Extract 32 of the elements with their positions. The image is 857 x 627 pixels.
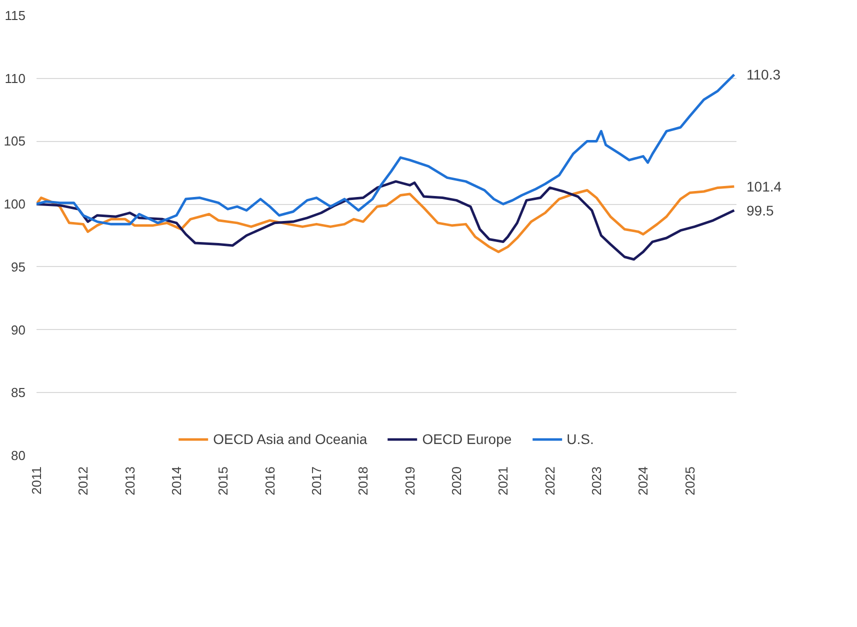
- x-tick-label: 2025: [682, 466, 698, 496]
- x-tick-label: 2022: [542, 466, 558, 496]
- x-tick-label: 2019: [402, 466, 418, 496]
- line-series: [36, 73, 736, 226]
- text: 110.3: [746, 66, 781, 83]
- line-series: [36, 180, 736, 261]
- x-tick-label: 2023: [589, 466, 604, 496]
- y-tick-label: 105: [4, 134, 26, 149]
- x-tick-label: 2011: [29, 466, 44, 494]
- legend-label: OECD Asia and Oceania: [213, 431, 368, 447]
- x-tick-label: 2015: [216, 466, 231, 496]
- legend-label: OECD Europe: [422, 431, 512, 447]
- line-series: [36, 185, 736, 254]
- x-tick-label: 2016: [262, 466, 278, 496]
- x-tick-label: 2014: [169, 466, 184, 496]
- y-tick-label: 85: [11, 385, 26, 400]
- x-tick-label: 2024: [636, 466, 651, 496]
- y-tick-label: 100: [4, 196, 26, 212]
- legend-label: U.S.: [566, 431, 594, 447]
- x-tick-label: 2012: [76, 466, 91, 496]
- text: 99.5: [746, 202, 774, 218]
- x-tick-label: 2018: [356, 466, 371, 496]
- x-tick-label: 2020: [449, 466, 464, 496]
- y-tick-label: 115: [4, 8, 26, 23]
- x-tick-label: 2013: [122, 466, 138, 496]
- y-tick-label: 95: [11, 259, 26, 274]
- y-tick-label: 80: [11, 448, 26, 463]
- x-tick-label: 2021: [496, 466, 511, 496]
- y-tick-label: 110: [4, 70, 26, 86]
- x-tick-label: 2017: [309, 466, 324, 496]
- y-tick-label: 90: [11, 322, 26, 338]
- text: 101.4: [746, 178, 782, 194]
